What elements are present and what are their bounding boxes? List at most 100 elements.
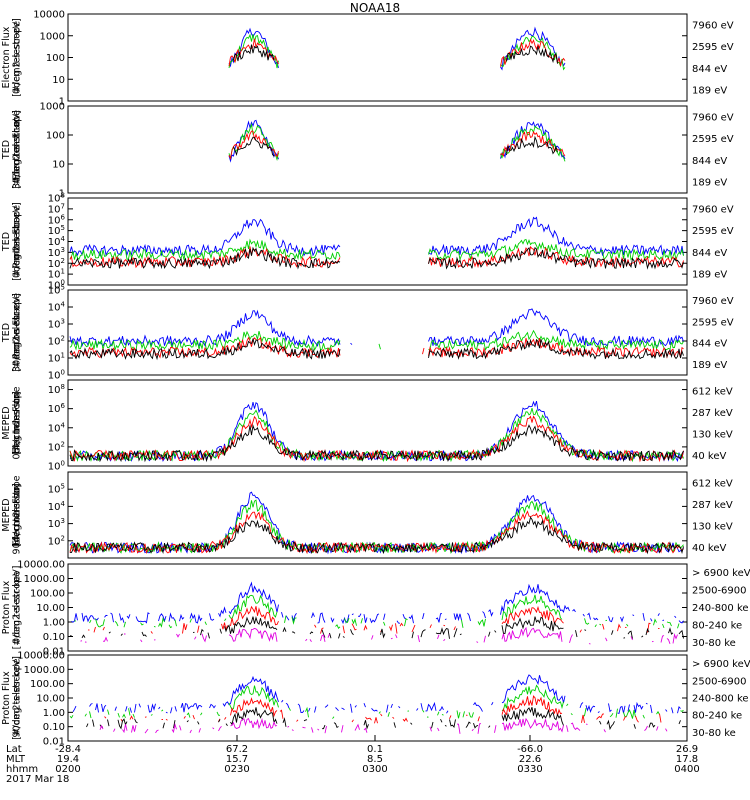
x-axis-value: 0400 [674,764,699,775]
y-tick-label: 102 [48,534,65,547]
panel-4: 100 101 102 103 104 105 TEDProton Flux30deg te… [1,284,734,382]
x-axis-row-label: MLT [6,754,26,765]
x-axis-value: 0200 [55,764,80,775]
legend-entry: 130 keV [692,521,733,532]
flux-trace [233,135,558,157]
y-tick-label: 100.00 [30,679,65,690]
y-tick-label: 103 [48,318,65,331]
x-axis-value: 0.1 [367,744,383,755]
y-tick-label: 105 [48,284,65,297]
y-tick-label: 102 [48,335,65,348]
y-tick-label: 1000.00 [24,574,65,585]
y-tick-label: 1000 [40,31,65,42]
y-tick-label: 103 [48,517,65,530]
flux-trace [69,216,684,257]
legend-entry: 612 keV [692,386,733,397]
legend-entry: 844 eV [692,339,727,350]
panel-frame [67,379,688,467]
x-axis-value: 67.2 [226,744,248,755]
legend-entry: 189 eV [692,270,727,281]
y-tick-label: 0.01 [43,737,65,748]
panel-frame [67,289,688,376]
x-axis-value: 22.6 [519,754,541,765]
legend-entry: 2595 eV [692,134,734,145]
y-tick-label: 1.00 [43,708,65,719]
y-axis-label: MEPEDElectron Flux0deg telescope[#/cm2-s… [1,386,23,459]
legend-entry: 7960 eV [692,112,734,123]
y-tick-label: 100 [46,131,65,142]
panel-6: 102 103 104 105 MEPEDElectron Flux90deg tele… [1,471,733,559]
legend-entry: 844 eV [692,248,727,259]
x-axis-value: -66.0 [517,744,543,755]
flux-trace [86,707,681,731]
flux-trace [74,594,680,629]
legend-entry: 80-240 ke [692,620,742,631]
flux-trace [228,119,566,163]
flux-trace [229,131,660,162]
y-tick-label: 1 [59,97,65,108]
legend-entry: 7960 eV [692,296,734,307]
legend-entry: 240-800 ke [692,603,749,614]
flux-trace [229,34,619,80]
time-axis-labels: Lat -28.4 67.2 0.1 -66.0 26.9 MLT 19.4 15.7 8.5 22… [6,735,700,785]
y-axis-label: Proton Flux90deg telescope[#/cm2-s-str-k… [1,656,23,740]
legend-entry: 80-240 ke [692,711,742,722]
y-tick-label: 100 [48,369,65,382]
y-tick-label: 1 [59,189,65,200]
y-tick-label: 10.00 [36,694,65,705]
legend-entry: > 6900 keV [692,659,750,670]
legend-entry: 612 keV [692,478,733,489]
legend-entry: 2500-6900 [692,586,747,597]
legend-entry: 40 keV [692,543,726,554]
flux-trace [69,337,684,361]
y-tick-label: 104 [48,421,66,434]
date-label: 2017 Mar 18 [6,774,69,785]
y-tick-label: 100 [48,460,65,473]
legend-entry: 2500-6900 [692,676,747,687]
flux-trace [69,516,684,555]
legend-entry: 189 eV [692,86,727,97]
y-tick-label: 102 [48,440,65,453]
x-axis-value: 8.5 [367,754,383,765]
y-tick-label: 100.00 [30,589,65,600]
x-axis-value: 0230 [224,764,249,775]
legend-entry: 189 eV [692,360,727,371]
y-tick-label: 101 [48,352,65,365]
y-tick-label: 108 [48,383,65,396]
legend-entry: 287 keV [692,500,733,511]
flux-trace [229,125,630,163]
legend-entry: 30-80 ke [692,728,736,739]
panel-5: 100 102 104 106 108 MEPEDElectron Flux0deg te… [1,379,733,473]
panel-frame [67,105,688,194]
flux-trace [69,246,684,270]
panel-7: 0.01 0.10 1.00 10.00 100.00 1000.00 10000.00Pr… [1,560,750,658]
x-axis-value: -28.4 [55,744,81,755]
y-tick-label: 10 [52,160,65,171]
y-axis-label: TEDProton Flux30deg telescope[#/cm2-s-st… [1,293,23,372]
flux-trace [71,581,684,625]
y-tick-label: 10.00 [36,603,65,614]
y-axis-label: MEPEDElectron Flux90deg telescope[#/cm2-… [1,475,23,554]
panel-8: 0.01 0.10 1.00 10.00 100.00 1000.00 10000.00Pr… [1,651,750,748]
panel-frame [67,471,688,559]
legend-entry: 844 eV [692,156,727,167]
y-axis-label: Proton Flux0deg telescope[#/cm2-s-str-ke… [1,566,23,650]
flux-trace [69,336,684,359]
panel-1: 1 10 100 1000 10000 Electron Flux0deg telesco… [1,10,734,108]
x-axis-value: 19.4 [57,754,79,765]
y-tick-label: 10000.00 [17,651,65,662]
y-tick-label: 0.01 [43,647,65,658]
y-tick-label: 10000 [33,10,65,21]
flux-trace [69,510,684,555]
y-axis-label: Electron Flux0deg telescope[#/cm2-s-str-… [1,18,23,97]
flux-trace [228,26,566,71]
y-tick-label: 1.00 [43,618,65,629]
x-axis-row-label: Lat [6,744,22,755]
panel-frame [67,13,688,102]
legend-entry: 844 eV [692,64,727,75]
flux-trace [69,308,684,348]
x-axis-value: 0300 [362,764,387,775]
y-tick-label: 104 [48,500,66,513]
flux-trace [69,616,684,639]
